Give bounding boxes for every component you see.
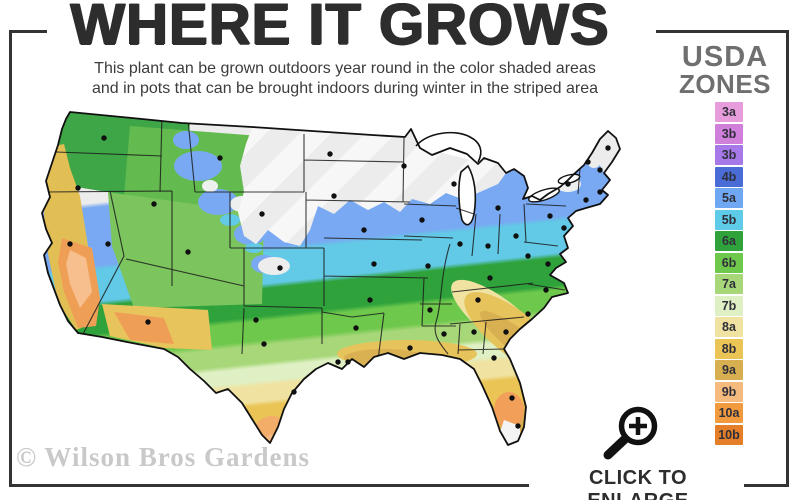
frame-top-right	[656, 30, 789, 33]
zone-swatch-5-5b: 5b	[715, 209, 743, 230]
zone-swatch-12-9a: 9a	[715, 360, 743, 380]
frame-top-left	[9, 30, 47, 33]
us-zone-map-svg	[41, 111, 621, 446]
state-borders	[45, 115, 581, 361]
zone-swatch-6-6a: 6a	[715, 231, 743, 251]
zone-swatch-2-3b: 3b	[715, 145, 743, 165]
us-zone-map[interactable]	[12, 96, 667, 474]
zone-swatch-10-8a: 8a	[715, 317, 743, 337]
frame-left	[9, 30, 12, 487]
legend-title-usda: USDA	[681, 41, 769, 73]
zone-swatch-0-3a: 3a	[715, 102, 743, 122]
subtitle: This plant can be grown outdoors year ro…	[30, 59, 660, 98]
watermark: © Wilson Bros Gardens	[16, 442, 310, 472]
magnifier-plus-icon[interactable]	[594, 398, 668, 468]
zone-list: 3a 3b 3b 4b 5a 5b 6a 6b 7a 7b 8a 8b 9a 9b 10a 10b	[715, 102, 743, 446]
legend-title-zones: ZONES	[678, 68, 772, 99]
zone-swatch-11-8b: 8b	[715, 338, 743, 359]
us-outline	[41, 111, 621, 446]
frame-bottom-right	[744, 484, 789, 487]
click-to-enlarge-label[interactable]: CLICK TO ENLARGE	[587, 467, 688, 500]
zone-swatch-8-7a: 7a	[715, 274, 743, 294]
subtitle-line-1: This plant can be grown outdoors year ro…	[94, 60, 596, 77]
zone-swatch-14-10a: 10a	[715, 403, 743, 423]
frame-bottom	[9, 484, 529, 487]
zone-swatch-9-7b: 7b	[715, 295, 743, 316]
zone-fills	[42, 112, 620, 445]
zone-swatch-3-4b: 4b	[715, 166, 743, 187]
zone-swatch-4-5a: 5a	[715, 188, 743, 208]
legend-title: USDA ZONES	[660, 41, 790, 99]
zone-swatch-15-10b: 10b	[715, 424, 743, 445]
zone-swatch-7-6b: 6b	[715, 252, 743, 273]
frame-right	[786, 30, 789, 487]
zone-swatch-1-3b: 3b	[715, 123, 743, 144]
city-markers	[67, 135, 611, 429]
page-title: WHERE IT GROWS	[70, 0, 610, 57]
subtitle-line-2: and in pots that can be brought indoors …	[91, 79, 599, 97]
great-lakes	[415, 131, 581, 226]
zone-swatch-13-9b: 9b	[715, 381, 743, 402]
